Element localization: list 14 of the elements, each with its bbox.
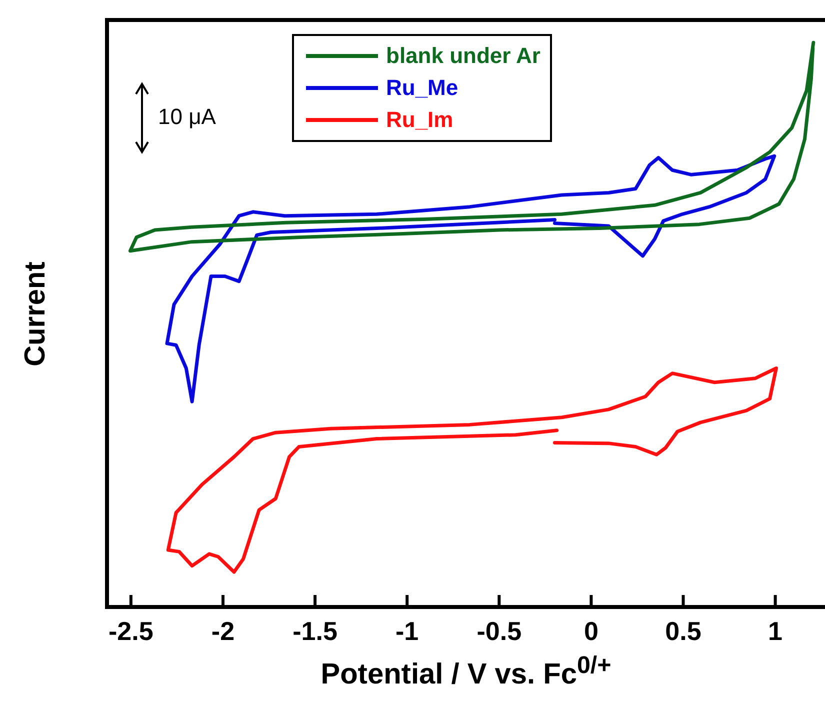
x-tick-label: 1 [768,616,783,646]
x-tick-label: -0.5 [476,616,522,646]
x-tick-label: 0.5 [665,616,702,646]
x-tick-label: -2.5 [108,616,154,646]
legend-label: Ru_Im [386,107,454,133]
x-tick-label: -2 [211,616,235,646]
x-tick-label: -1 [396,616,419,646]
x-axis-title: Potential / V vs. Fc$^{0/+}$ [320,652,612,692]
x-tick-label: -1.5 [292,616,338,646]
legend-label: Ru_Me [386,75,458,101]
legend-label: blank under Ar [386,43,540,69]
x-tick-label: 0 [584,616,598,646]
y-axis-title: Current [20,262,52,366]
annotation: 10 μA [158,104,216,130]
